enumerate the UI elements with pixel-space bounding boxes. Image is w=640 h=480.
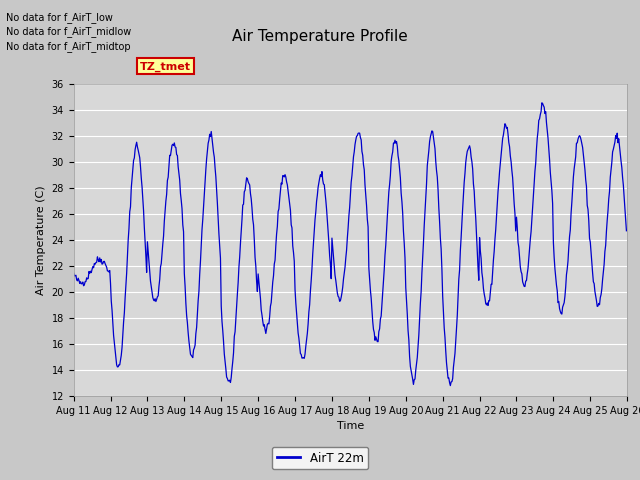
X-axis label: Time: Time (337, 421, 364, 431)
Text: No data for f_AirT_low: No data for f_AirT_low (6, 12, 113, 23)
Y-axis label: Air Temperature (C): Air Temperature (C) (36, 185, 46, 295)
Text: No data for f_AirT_midtop: No data for f_AirT_midtop (6, 41, 131, 52)
Text: TZ_tmet: TZ_tmet (140, 61, 191, 72)
Text: Air Temperature Profile: Air Temperature Profile (232, 29, 408, 44)
Text: No data for f_AirT_midlow: No data for f_AirT_midlow (6, 26, 132, 37)
Legend: AirT 22m: AirT 22m (272, 447, 368, 469)
